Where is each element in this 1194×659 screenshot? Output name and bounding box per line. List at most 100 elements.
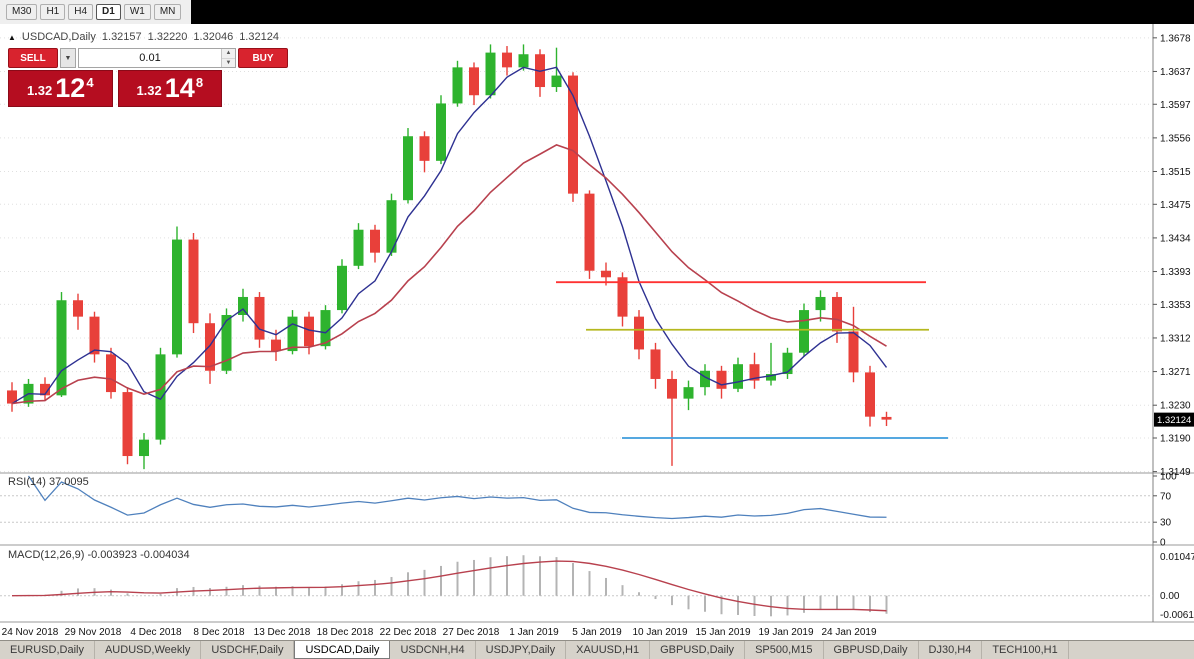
current-price-tag: [1154, 412, 1194, 427]
price-axis-label: 1.3190: [1160, 434, 1191, 445]
tab-audusd-weekly[interactable]: AUDUSD,Weekly: [95, 641, 202, 659]
tab-usdcad-daily[interactable]: USDCAD,Daily: [294, 641, 391, 659]
date-axis-label: 10 Jan 2019: [632, 627, 687, 638]
price-axis-label: 1.3515: [1160, 167, 1191, 178]
timeframe-button-d1[interactable]: D1: [96, 4, 121, 20]
date-axis-label: 18 Dec 2018: [317, 627, 374, 638]
toolbar-filler: [191, 0, 1194, 24]
rsi-axis-label: 0: [1160, 538, 1166, 549]
horizontal-level-lines: [556, 281, 948, 439]
chart-high-value: 1.32220: [147, 31, 188, 43]
timeframe-button-h1[interactable]: H1: [40, 4, 66, 20]
ma-fast-line: [11, 66, 888, 405]
rsi-panel: 100 70 30 0: [0, 472, 1177, 549]
tab-gbpusd-daily-2[interactable]: GBPUSD,Daily: [824, 641, 919, 659]
timeframe-button-w1[interactable]: W1: [123, 4, 151, 20]
macd-axis-label: 0.010471: [1160, 552, 1194, 563]
timeframe-button-group: M30 H1 H4 D1 W1 MN: [0, 0, 192, 24]
tab-sp500-m15[interactable]: SP500,M15: [745, 641, 824, 659]
date-axis-label: 19 Jan 2019: [758, 627, 813, 638]
chevron-down-icon: ▼: [64, 54, 72, 62]
price-axis-label: 1.3434: [1160, 233, 1191, 244]
chart-tabs-bar: EURUSD,Daily AUDUSD,Weekly USDCHF,Daily …: [0, 640, 1194, 659]
price-axis-label: 1.3637: [1160, 67, 1191, 78]
date-axis-label: 1 Jan 2019: [509, 627, 559, 638]
one-click-trading-panel: SELL ▼ ▲ ▼ BUY 1.32 12 4 1.32 14 8: [8, 48, 288, 107]
sell-button[interactable]: SELL: [8, 48, 58, 68]
buy-price-bigfigure: 1.32: [136, 83, 162, 98]
chart-symbol-label: USDCAD,Daily: [21, 31, 96, 43]
price-axis: 1.3678 1.3637 1.3597 1.3556 1.3515 1.3475 1.34…: [1153, 33, 1194, 478]
date-axis-label: 8 Dec 2018: [193, 627, 245, 638]
sell-price-pipette: 4: [86, 75, 94, 90]
date-axis-label: 15 Jan 2019: [695, 627, 750, 638]
date-axis-label: 5 Jan 2019: [572, 627, 622, 638]
current-price-value: 1.32124: [1157, 415, 1191, 426]
price-axis-label: 1.3475: [1160, 200, 1191, 211]
price-axis-label: 1.3230: [1160, 401, 1191, 412]
lot-increase-button[interactable]: ▲: [222, 49, 235, 59]
price-axis-label: 1.3597: [1160, 100, 1191, 111]
trade-controls-row: SELL ▼ ▲ ▼ BUY: [8, 48, 288, 68]
buy-button[interactable]: BUY: [238, 48, 288, 68]
rsi-indicator-label: RSI(14) 37.0095: [8, 476, 89, 488]
order-options-dropdown[interactable]: ▼: [60, 48, 76, 68]
price-chart-canvas[interactable]: 1.3678 1.3637 1.3597 1.3556 1.3515 1.3475 1.34…: [0, 24, 1194, 640]
rsi-axis-label: 70: [1160, 491, 1172, 502]
date-axis: 24 Nov 2018 29 Nov 2018 4 Dec 2018 8 Dec 20…: [2, 627, 877, 638]
price-axis-label: 1.3149: [1160, 467, 1191, 478]
tab-usdchf-daily[interactable]: USDCHF,Daily: [201, 641, 295, 659]
tab-usdjpy-daily[interactable]: USDJPY,Daily: [476, 641, 567, 659]
macd-panel: 0.010471 0.00 -0.006164: [0, 552, 1194, 621]
timeframe-button-h4[interactable]: H4: [68, 4, 94, 20]
tab-xauusd-h1[interactable]: XAUUSD,H1: [566, 641, 651, 659]
lot-size-input[interactable]: [79, 49, 221, 67]
price-axis-label: 1.3271: [1160, 367, 1191, 378]
chart-low-value: 1.32046: [193, 31, 234, 43]
macd-signal-line: [11, 560, 887, 612]
macd-indicator-label: MACD(12,26,9) -0.003923 -0.004034: [8, 549, 190, 561]
price-axis-label: 1.3393: [1160, 267, 1191, 278]
price-axis-label: 1.3312: [1160, 333, 1191, 344]
rsi-line: [27, 475, 887, 520]
moving-average-lines: [11, 66, 888, 405]
date-axis-label: 13 Dec 2018: [254, 627, 311, 638]
date-axis-label: 24 Jan 2019: [821, 627, 876, 638]
rsi-axis-label: 30: [1160, 518, 1172, 529]
price-axis-label: 1.3353: [1160, 300, 1191, 311]
lot-size-stepper: ▲ ▼: [221, 49, 235, 67]
macd-axis-label: 0.00: [1160, 591, 1180, 602]
buy-price-pipette: 8: [195, 75, 204, 90]
chart-open-value: 1.32157: [101, 31, 142, 43]
tab-gbpusd-daily[interactable]: GBPUSD,Daily: [650, 641, 746, 659]
sell-price-pips: 12: [55, 73, 86, 103]
macd-axis-label: -0.006164: [1160, 610, 1194, 621]
candlesticks: [7, 44, 892, 470]
tab-eurusd-daily[interactable]: EURUSD,Daily: [0, 641, 95, 659]
rsi-axis-label: 100: [1160, 472, 1177, 483]
date-axis-label: 22 Dec 2018: [380, 627, 437, 638]
chart-close-value: 1.32124: [239, 31, 279, 43]
price-axis-label: 1.3678: [1160, 33, 1191, 44]
price-axis-label: 1.3556: [1160, 133, 1191, 144]
date-axis-label: 29 Nov 2018: [65, 627, 122, 638]
timeframe-button-m30[interactable]: M30: [6, 4, 38, 20]
sell-price-bigfigure: 1.32: [26, 83, 53, 98]
date-axis-label: 4 Dec 2018: [130, 627, 182, 638]
timeframe-button-mn[interactable]: MN: [153, 4, 182, 20]
timeframe-toolbar: M30 H1 H4 D1 W1 MN: [0, 0, 1194, 24]
date-axis-label: 27 Dec 2018: [443, 627, 500, 638]
tab-usdcnh-h4[interactable]: USDCNH,H4: [390, 641, 476, 659]
chart-ohlc-header: ▲ USDCAD,Daily 1.32157 1.32220 1.32046 1…: [8, 31, 279, 43]
buy-price-display[interactable]: 1.32 14 8: [117, 70, 222, 107]
sell-price-display[interactable]: 1.32 12 4: [8, 70, 113, 107]
trade-prices-row: 1.32 12 4 1.32 14 8: [8, 70, 222, 107]
collapse-arrow-icon[interactable]: ▲: [8, 32, 16, 42]
buy-price-pips: 14: [164, 73, 195, 103]
date-axis-label: 24 Nov 2018: [2, 627, 59, 638]
ma-slow-line: [11, 144, 887, 405]
tab-tech100-h1[interactable]: TECH100,H1: [982, 641, 1069, 659]
tab-dj30-h4[interactable]: DJ30,H4: [919, 641, 983, 659]
lot-size-box: ▲ ▼: [78, 48, 236, 68]
lot-decrease-button[interactable]: ▼: [222, 58, 235, 67]
